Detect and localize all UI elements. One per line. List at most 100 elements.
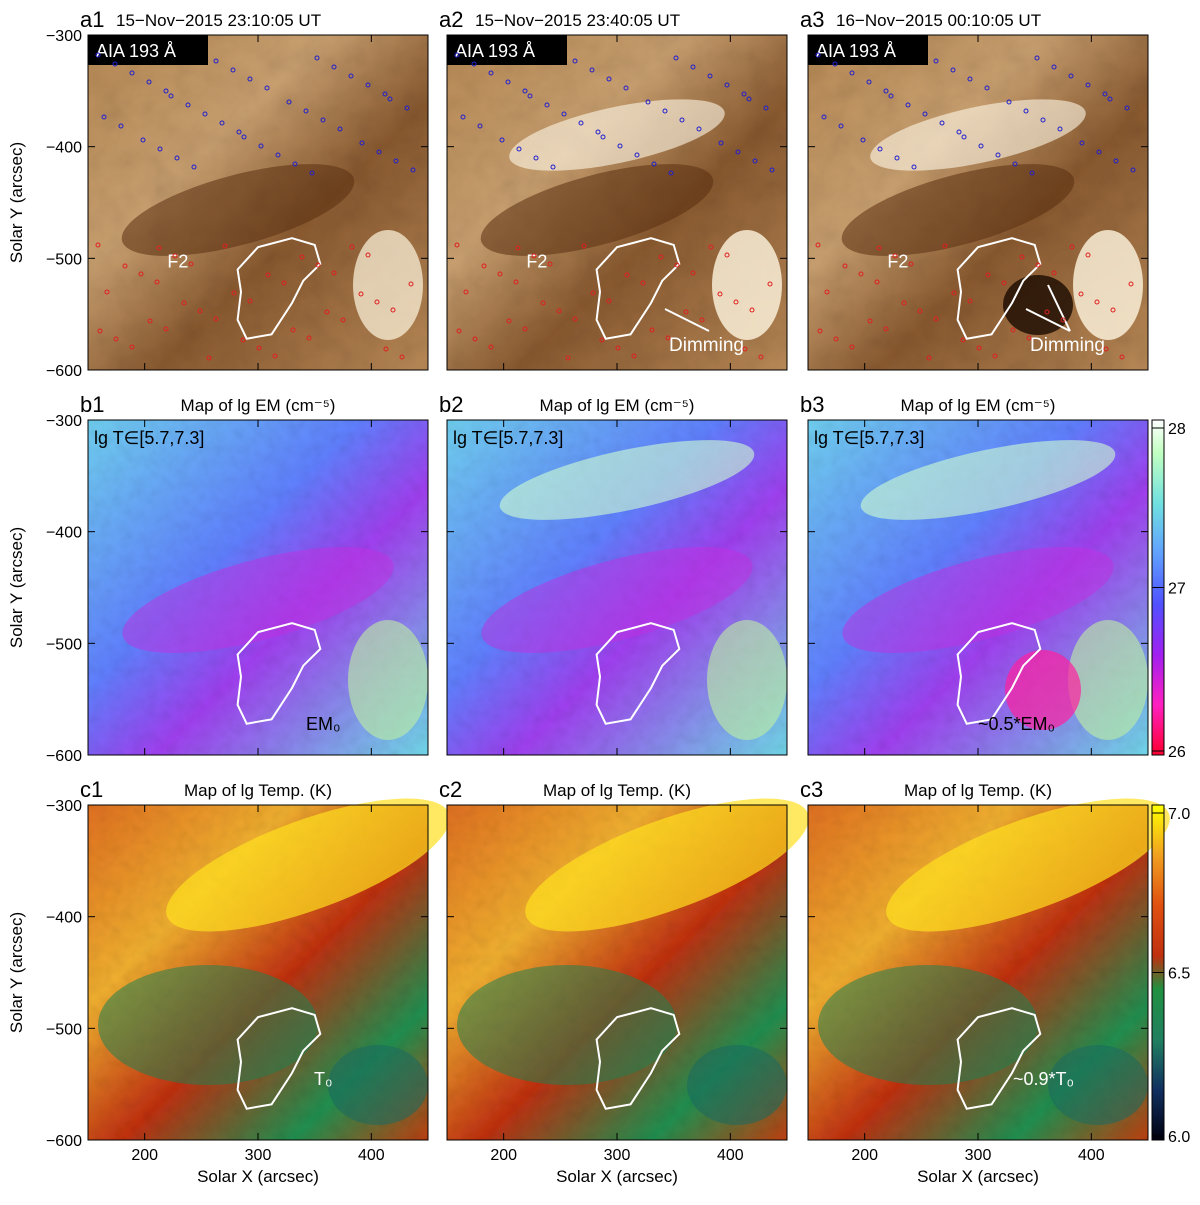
- x-tick-label: 400: [358, 1147, 385, 1164]
- contour-pos: [290, 327, 296, 333]
- em-filament-band: [481, 547, 753, 653]
- temp-hot-band: [525, 798, 809, 932]
- colorbar-tick-label: 6.0: [1168, 1129, 1190, 1146]
- temp-note: ~0.9*T₀: [1013, 1069, 1074, 1089]
- contour-pos: [206, 355, 212, 361]
- temp-cool-region-2: [1048, 1045, 1148, 1125]
- contour-pos: [383, 346, 389, 352]
- contour-pos: [163, 326, 169, 332]
- contour-pos: [590, 290, 596, 296]
- contour-neg: [877, 146, 883, 152]
- contour-pos: [1060, 317, 1066, 323]
- contour-pos: [299, 254, 305, 260]
- contour-neg: [939, 120, 945, 126]
- contour-pos: [324, 309, 330, 315]
- contour-pos: [456, 328, 462, 334]
- contour-neg: [589, 67, 595, 73]
- contour-neg: [264, 85, 270, 91]
- region-outline: [595, 1007, 681, 1110]
- contour-pos: [942, 243, 948, 249]
- contour-neg: [314, 55, 320, 61]
- contour-neg: [1124, 105, 1130, 111]
- contour-neg: [883, 88, 889, 94]
- instrument-badge: AIA 193 Å: [816, 41, 896, 61]
- contour-neg: [724, 82, 730, 88]
- panel-a1: a1 15−Nov−2015 23:10:05 UT AIA 193 Å F2 −300…: [7, 7, 429, 380]
- x-axis-label: Solar X (arcsec): [197, 1167, 319, 1186]
- dimming-label: Dimming: [669, 335, 744, 356]
- contour-pos: [933, 316, 939, 322]
- contour-pos: [272, 353, 278, 359]
- panel-title: 15−Nov−2015 23:10:05 UT: [116, 11, 321, 30]
- contour-pos: [556, 308, 562, 314]
- contour-neg: [718, 140, 724, 146]
- contour-pos: [281, 280, 287, 286]
- panel-label: c3: [800, 777, 823, 802]
- em-upper-bright: [499, 440, 755, 520]
- contour-neg: [1012, 161, 1018, 167]
- contour-neg: [185, 102, 191, 108]
- bright-plage: [870, 99, 1086, 171]
- contour-pos: [181, 300, 187, 306]
- dimming-arrow-2: [1047, 284, 1071, 332]
- contour-neg: [359, 140, 365, 146]
- contour-pos: [156, 245, 162, 251]
- region-outline: [956, 622, 1042, 725]
- y-axis-label: Solar Y (arcsec): [7, 142, 26, 263]
- contour-pos: [154, 279, 160, 285]
- instrument-badge: AIA 193 Å: [96, 41, 176, 61]
- contour-pos: [1001, 280, 1007, 286]
- contour-pos: [247, 298, 253, 304]
- contour-pos: [908, 261, 914, 267]
- contour-neg: [191, 164, 197, 170]
- region-outline: [236, 1007, 322, 1110]
- contour-pos: [758, 354, 764, 360]
- contour-neg: [410, 167, 416, 173]
- contour-pos: [876, 245, 882, 251]
- contour-pos: [1019, 254, 1025, 260]
- contour-neg: [741, 91, 747, 97]
- contour-neg: [286, 99, 292, 105]
- dimming-label: Dimming: [1030, 335, 1105, 356]
- x-tick-label: 200: [851, 1147, 878, 1164]
- region-outline: [595, 622, 681, 725]
- colorbar-tick-label: 28: [1168, 421, 1186, 438]
- contour-pos: [1044, 309, 1050, 315]
- panel-label: a1: [80, 7, 104, 32]
- contour-neg: [95, 52, 101, 58]
- contour-neg: [157, 146, 163, 152]
- contour-pos: [733, 299, 739, 305]
- em-note: ~0.5*EM₀: [978, 714, 1055, 734]
- panel-title: Map of lg EM (cm⁻⁵): [540, 396, 695, 415]
- contour-neg: [275, 152, 281, 158]
- x-tick-label: 300: [604, 1147, 631, 1164]
- y-tick-label: −500: [46, 636, 82, 653]
- contour-pos: [306, 335, 312, 341]
- contour-pos: [683, 309, 689, 315]
- contour-neg: [1085, 82, 1091, 88]
- dimming-arrow: [1025, 308, 1071, 332]
- contour-pos: [1085, 252, 1091, 258]
- contour-pos: [815, 242, 821, 248]
- bright-loops: [353, 230, 423, 340]
- contour-pos: [699, 317, 705, 323]
- contour-neg: [101, 114, 107, 120]
- temp-cool-region-2: [328, 1045, 428, 1125]
- em-bright-region: [707, 620, 787, 740]
- y-tick-label: −400: [46, 525, 82, 542]
- contour-neg: [460, 114, 466, 120]
- contour-pos: [222, 243, 228, 249]
- contour-neg: [662, 108, 668, 114]
- filament-label: F2: [526, 251, 547, 271]
- contour-neg: [146, 79, 152, 85]
- filament-label: F2: [167, 251, 188, 271]
- contour-neg: [365, 82, 371, 88]
- contour-neg: [735, 149, 741, 155]
- y-axis-label: Solar Y (arcsec): [7, 912, 26, 1033]
- colorbar-tick-label: 26: [1168, 744, 1186, 761]
- contour-neg: [866, 79, 872, 85]
- colorbar-b: 28 27 26: [1151, 419, 1186, 761]
- contour-pos: [172, 253, 178, 259]
- contour-pos: [454, 242, 460, 248]
- contour-neg: [533, 155, 539, 161]
